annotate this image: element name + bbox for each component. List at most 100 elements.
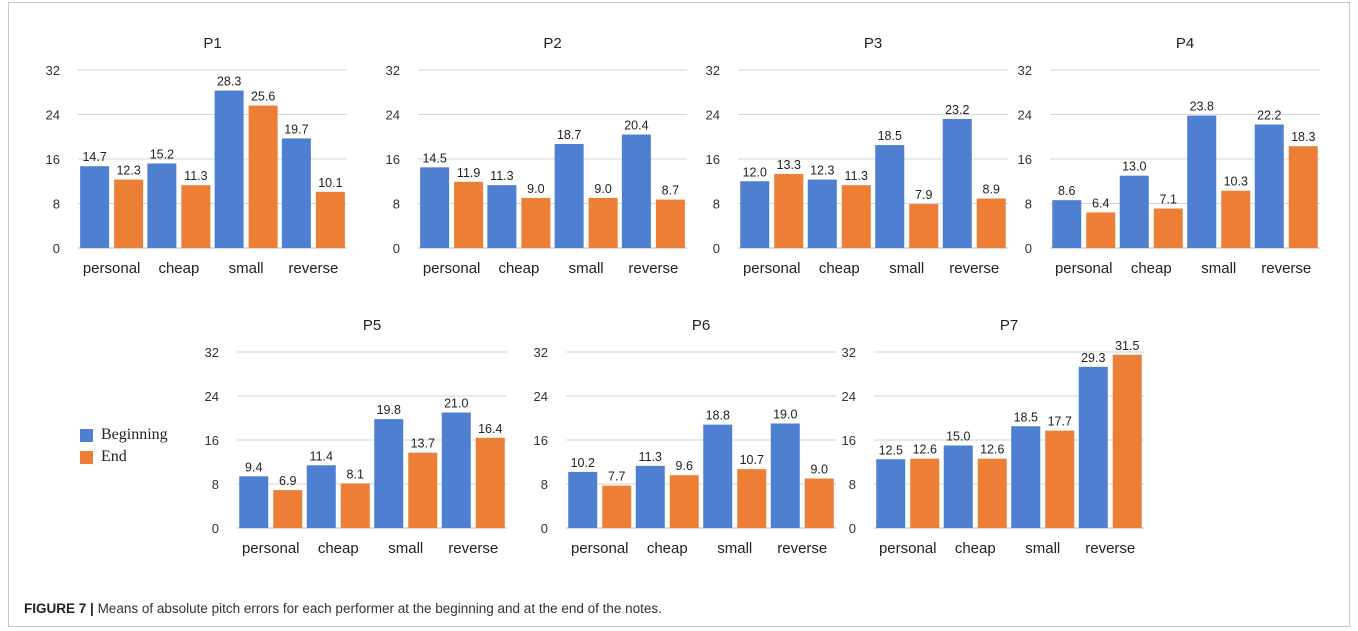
bar-p7-cheap-end xyxy=(977,458,1007,528)
data-label-p3-personal-beginning: 12.0 xyxy=(743,165,767,179)
legend-item-beginning: Beginning xyxy=(80,424,168,446)
y-tick-label-p7-16: 16 xyxy=(842,433,856,448)
y-tick-label-p5-8: 8 xyxy=(212,477,219,492)
y-tick-label-p2-8: 8 xyxy=(393,197,400,212)
y-tick-label-p6-24: 24 xyxy=(534,389,548,404)
data-label-p1-cheap-end: 11.3 xyxy=(184,169,207,183)
bar-p1-personal-beginning xyxy=(80,166,110,248)
bar-p1-reverse-beginning xyxy=(281,138,311,248)
bar-p5-personal-end xyxy=(273,490,303,528)
x-tick-label-p2-small: small xyxy=(569,260,604,277)
chart-title-p1: P1 xyxy=(203,35,221,52)
bar-p3-small-end xyxy=(909,204,939,248)
data-label-p3-small-beginning: 18.5 xyxy=(878,129,902,143)
data-label-p2-small-end: 9.0 xyxy=(594,182,611,196)
data-label-p3-cheap-beginning: 12.3 xyxy=(810,164,834,178)
bar-p3-cheap-end xyxy=(841,185,871,248)
x-tick-label-p6-personal: personal xyxy=(571,540,629,557)
bar-p6-personal-beginning xyxy=(568,471,598,528)
data-label-p1-personal-end: 12.3 xyxy=(116,164,140,178)
data-label-p4-reverse-beginning: 22.2 xyxy=(1257,109,1281,123)
data-label-p1-small-beginning: 28.3 xyxy=(217,75,241,89)
bar-p1-cheap-end xyxy=(181,185,211,248)
data-label-p7-small-end: 17.7 xyxy=(1048,415,1072,429)
figure-label: FIGURE 7 | xyxy=(24,601,94,616)
bar-p2-small-beginning xyxy=(554,143,584,248)
data-label-p4-personal-beginning: 8.6 xyxy=(1058,184,1075,198)
data-label-p4-reverse-end: 18.3 xyxy=(1291,130,1315,144)
y-tick-label-p6-32: 32 xyxy=(534,345,548,360)
y-tick-label-p5-0: 0 xyxy=(212,521,219,536)
x-tick-label-p7-small: small xyxy=(1025,540,1060,557)
data-label-p6-small-end: 10.7 xyxy=(740,453,764,467)
y-tick-label-p4-24: 24 xyxy=(1018,108,1032,123)
data-label-p4-cheap-end: 7.1 xyxy=(1160,193,1177,207)
bar-p1-small-end xyxy=(248,105,278,248)
y-tick-label-p1-16: 16 xyxy=(46,152,60,167)
data-label-p5-small-end: 13.7 xyxy=(411,437,435,451)
data-label-p7-personal-beginning: 12.5 xyxy=(879,443,903,457)
legend-label-end: End xyxy=(101,448,127,465)
bar-p6-small-beginning xyxy=(703,424,733,528)
bar-p2-reverse-beginning xyxy=(621,134,651,248)
data-label-p1-cheap-beginning: 15.2 xyxy=(150,147,174,161)
x-tick-label-p4-reverse: reverse xyxy=(1261,260,1311,277)
data-label-p4-small-beginning: 23.8 xyxy=(1190,100,1214,114)
data-label-p1-small-end: 25.6 xyxy=(251,90,275,104)
data-label-p2-reverse-beginning: 20.4 xyxy=(624,119,648,133)
chart-title-p2: P2 xyxy=(543,35,561,52)
y-tick-label-p7-8: 8 xyxy=(849,477,856,492)
x-tick-label-p2-cheap: cheap xyxy=(498,260,539,277)
bar-p4-small-beginning xyxy=(1187,115,1217,248)
x-tick-label-p1-reverse: reverse xyxy=(288,260,338,277)
y-tick-label-p3-0: 0 xyxy=(713,241,720,256)
data-label-p2-personal-beginning: 14.5 xyxy=(422,151,446,165)
bar-p7-small-end xyxy=(1045,430,1075,528)
bar-p5-small-end xyxy=(408,452,438,528)
bar-p5-reverse-beginning xyxy=(441,412,471,528)
x-tick-label-p1-personal: personal xyxy=(83,260,141,277)
data-label-p6-cheap-end: 9.6 xyxy=(676,459,693,473)
y-tick-label-p4-32: 32 xyxy=(1018,63,1032,78)
data-label-p7-small-beginning: 18.5 xyxy=(1014,410,1038,424)
bar-p2-personal-beginning xyxy=(420,167,450,248)
x-tick-label-p4-cheap: cheap xyxy=(1131,260,1172,277)
x-tick-label-p1-cheap: cheap xyxy=(158,260,199,277)
bar-p5-small-beginning xyxy=(374,419,404,528)
bar-p6-cheap-end xyxy=(669,475,699,528)
data-label-p5-cheap-end: 8.1 xyxy=(347,467,364,481)
y-tick-label-p7-0: 0 xyxy=(849,521,856,536)
bar-p3-reverse-end xyxy=(976,198,1006,248)
x-tick-label-p5-small: small xyxy=(388,540,423,557)
data-label-p4-personal-end: 6.4 xyxy=(1092,196,1109,210)
data-label-p4-cheap-beginning: 13.0 xyxy=(1122,160,1146,174)
bar-p5-reverse-end xyxy=(475,437,505,528)
y-tick-label-p4-8: 8 xyxy=(1025,197,1032,212)
y-tick-label-p4-16: 16 xyxy=(1018,152,1032,167)
x-tick-label-p6-small: small xyxy=(717,540,752,557)
y-tick-label-p6-16: 16 xyxy=(534,433,548,448)
y-tick-label-p5-24: 24 xyxy=(205,389,219,404)
bar-p7-small-beginning xyxy=(1011,426,1041,528)
data-label-p3-cheap-end: 11.3 xyxy=(845,169,868,183)
data-label-p2-reverse-end: 8.7 xyxy=(662,184,679,198)
x-tick-label-p4-personal: personal xyxy=(1055,260,1113,277)
y-tick-label-p5-32: 32 xyxy=(205,345,219,360)
legend-swatch-end xyxy=(80,450,93,464)
y-tick-label-p1-8: 8 xyxy=(53,197,60,212)
bar-p4-personal-beginning xyxy=(1052,200,1082,248)
data-label-p1-reverse-beginning: 19.7 xyxy=(284,122,308,136)
bar-p1-personal-end xyxy=(114,179,144,248)
bar-p4-reverse-end xyxy=(1288,146,1318,248)
x-tick-label-p5-personal: personal xyxy=(242,540,300,557)
data-label-p7-reverse-beginning: 29.3 xyxy=(1081,351,1105,365)
bar-p3-cheap-beginning xyxy=(807,179,837,248)
bar-p7-personal-beginning xyxy=(876,459,906,528)
data-label-p6-small-beginning: 18.8 xyxy=(706,409,730,423)
bar-p1-reverse-end xyxy=(315,191,345,248)
bar-p2-cheap-end xyxy=(521,197,551,248)
y-tick-label-p2-32: 32 xyxy=(386,63,400,78)
x-tick-label-p2-reverse: reverse xyxy=(628,260,678,277)
y-tick-label-p2-24: 24 xyxy=(386,108,400,123)
chart-title-p4: P4 xyxy=(1176,35,1194,52)
